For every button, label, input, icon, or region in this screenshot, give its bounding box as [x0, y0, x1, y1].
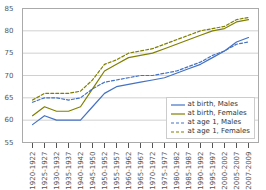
svg-text:1965-1967: 1965-1967: [137, 152, 145, 190]
svg-text:70: 70: [5, 72, 14, 80]
svg-text:80: 80: [5, 27, 14, 35]
svg-text:1980-1982: 1980-1982: [173, 152, 181, 190]
svg-text:1945-1950: 1945-1950: [89, 152, 97, 190]
svg-text:2000-2002: 2000-2002: [221, 152, 229, 190]
svg-text:1935-1937: 1935-1937: [65, 152, 73, 190]
svg-text:2005-2007: 2005-2007: [233, 152, 241, 190]
svg-text:1950-1952: 1950-1952: [101, 152, 109, 190]
html-text:at age 1, Males: at age 1, Males: [187, 118, 242, 126]
svg-text:1940-1942: 1940-1942: [77, 152, 85, 190]
svg-text:2007-2009: 2007-2009: [245, 152, 253, 190]
svg-text:1955-1957: 1955-1957: [113, 152, 121, 190]
html-text:at age 1, Females: at age 1, Females: [187, 127, 250, 135]
svg-text:1975-1977: 1975-1977: [161, 152, 169, 190]
svg-text:1970-1972: 1970-1972: [149, 152, 157, 190]
svg-text:75: 75: [5, 49, 14, 57]
svg-text:1930-1932: 1930-1932: [53, 152, 61, 190]
svg-text:1925-1927: 1925-1927: [41, 152, 49, 190]
svg-text:1995-1997: 1995-1997: [209, 152, 217, 190]
svg-text:60: 60: [5, 116, 14, 124]
svg-text:1990-1992: 1990-1992: [197, 152, 205, 190]
svg-text:1920-1922: 1920-1922: [29, 152, 37, 190]
svg-text:65: 65: [5, 94, 14, 102]
html-text:at birth, Females: at birth, Females: [187, 109, 247, 117]
svg-text:1985-1987: 1985-1987: [185, 152, 193, 190]
svg-text:1960-1962: 1960-1962: [125, 152, 133, 190]
html-text:at birth, Males: at birth, Males: [187, 100, 238, 108]
svg-text:85: 85: [5, 5, 14, 13]
svg-text:55: 55: [5, 139, 14, 147]
